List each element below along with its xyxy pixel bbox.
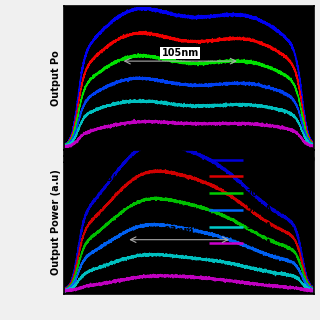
Y-axis label: Output Power (a.u): Output Power (a.u) bbox=[51, 170, 61, 275]
Text: 40mA: 40mA bbox=[247, 239, 272, 248]
Text: 70mA: 70mA bbox=[247, 189, 272, 198]
Text: 93nm: 93nm bbox=[164, 226, 195, 236]
Text: 5dB/div: 5dB/div bbox=[95, 173, 130, 182]
Text: 90mA: 90mA bbox=[247, 155, 272, 164]
Text: 105nm: 105nm bbox=[162, 48, 199, 58]
Text: (b): (b) bbox=[81, 160, 102, 173]
Text: 80mA: 80mA bbox=[247, 172, 272, 181]
Text: 57mA: 57mA bbox=[247, 205, 272, 214]
Y-axis label: Output Po: Output Po bbox=[51, 51, 61, 106]
X-axis label: Wavelength (nm): Wavelength (nm) bbox=[135, 171, 243, 181]
Text: 50mA: 50mA bbox=[247, 222, 272, 231]
